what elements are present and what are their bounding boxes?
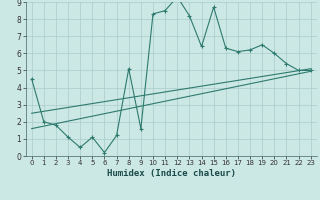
X-axis label: Humidex (Indice chaleur): Humidex (Indice chaleur) <box>107 169 236 178</box>
